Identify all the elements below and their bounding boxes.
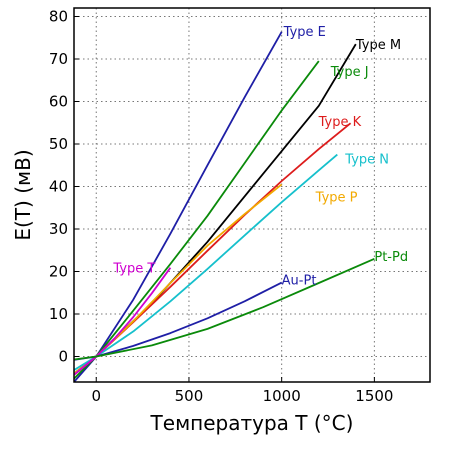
y-tick-label: 20 xyxy=(49,263,68,281)
y-tick-label: 80 xyxy=(49,8,68,26)
series-label-type-m: Type M xyxy=(355,38,401,53)
series-line-type-j xyxy=(74,60,320,380)
x-tick-label: 1500 xyxy=(355,387,393,405)
series-line-type-t xyxy=(74,267,172,376)
x-axis-label: Температура T (°C) xyxy=(150,411,354,435)
series-label-type-e: Type E xyxy=(283,25,326,40)
series-label-au-pt: Au-Pt xyxy=(282,274,317,289)
ticks: 0 500 1000 1500 0 10 20 30 40 50 60 70 80 xyxy=(49,8,394,406)
series-label-type-j: Type J xyxy=(330,65,369,80)
series-label-type-p: Type P xyxy=(315,190,358,205)
x-tick-label: 0 xyxy=(91,387,101,405)
series-label-type-t: Type T xyxy=(112,262,155,277)
series-line-pt-pd xyxy=(74,257,375,361)
grid xyxy=(74,8,430,382)
series-label-pt-pd: Pt-Pd xyxy=(374,250,408,265)
series-line-type-m xyxy=(74,43,357,375)
y-tick-label: 40 xyxy=(49,178,68,196)
y-axis-label: E(T) (мВ) xyxy=(11,149,35,240)
series-line-type-n xyxy=(74,153,338,371)
series-label-type-n: Type N xyxy=(344,153,389,168)
y-tick-label: 50 xyxy=(49,135,68,153)
y-tick-label: 30 xyxy=(49,220,68,238)
plot-frame xyxy=(73,7,431,383)
series-lines xyxy=(74,31,375,382)
series-label-type-k: Type K xyxy=(318,115,362,130)
x-tick-label: 1000 xyxy=(263,387,301,405)
y-tick-label: 0 xyxy=(58,348,68,366)
series-labels: Type E Type J Type M Type K Type P Type N Type… xyxy=(112,25,408,289)
y-tick-label: 70 xyxy=(49,50,68,68)
y-tick-label: 60 xyxy=(49,93,68,111)
x-tick-label: 500 xyxy=(175,387,204,405)
y-tick-label: 10 xyxy=(49,305,68,323)
